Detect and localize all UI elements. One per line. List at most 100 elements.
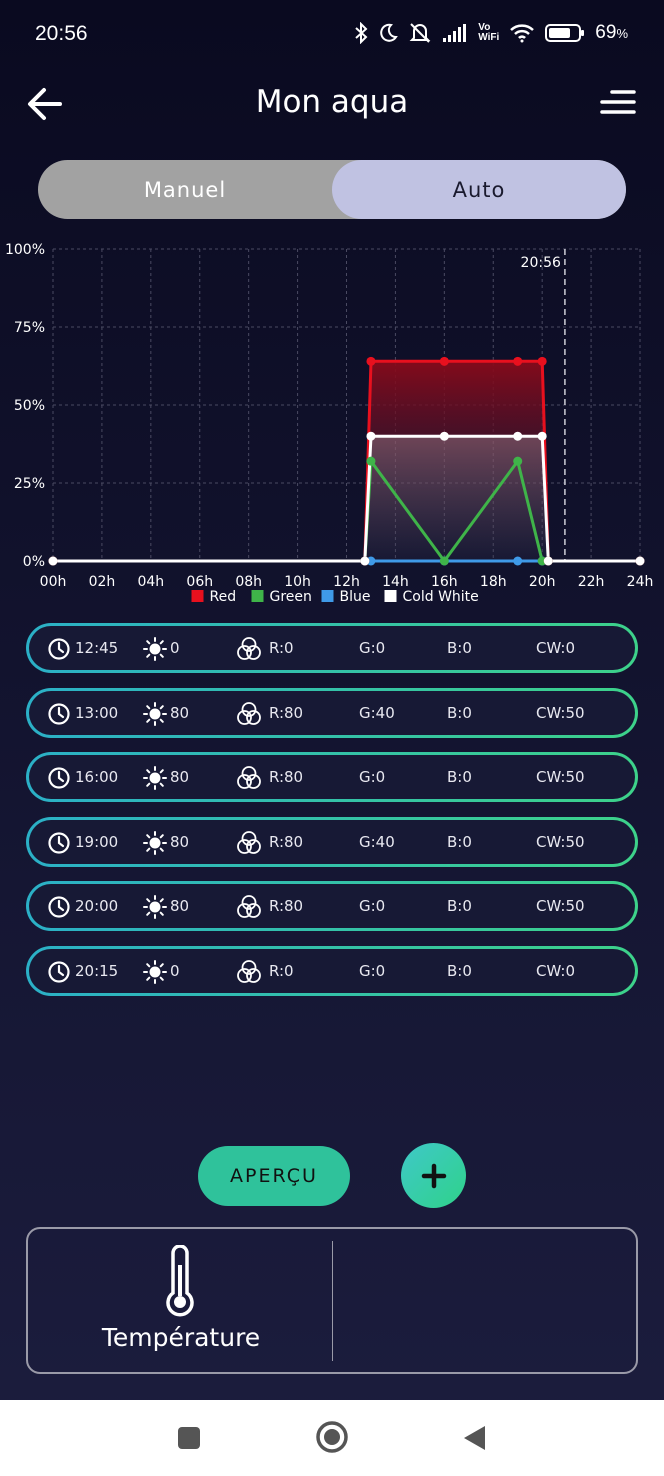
- temperature-label[interactable]: Température: [101, 1323, 261, 1352]
- chart-svg: 00h 02h 04h 06h 08h 10h 12h 14h 16h 18h 20h 22h 24h 1…: [5, 242, 653, 605]
- legend-label-cold-white: Cold White: [403, 589, 479, 605]
- clock-icon: [47, 831, 71, 859]
- rgb-channels-icon: [236, 894, 262, 924]
- schedule-brightness: 0: [170, 639, 180, 657]
- status-time: 20:56: [35, 22, 88, 45]
- moon-icon: [380, 23, 399, 42]
- schedule-green: G:0: [359, 768, 386, 787]
- data-point-green: [439, 556, 449, 566]
- vowifi-top: Vo: [478, 22, 491, 33]
- battery-level: 69%: [595, 22, 628, 44]
- status-icons: Vo WiFi 69%: [354, 22, 628, 44]
- schedule-brightness: 80: [170, 768, 190, 787]
- schedule-brightness: 0: [170, 961, 180, 980]
- data-point-red: [537, 356, 547, 366]
- rgb-channels-icon: [236, 830, 262, 860]
- schedule-row[interactable]: 16:00 80 R:80 G:0 B:0 CW:50: [26, 752, 638, 802]
- wifi-icon: [510, 24, 535, 43]
- schedule-brightness: 80: [170, 897, 190, 916]
- apercu-button[interactable]: APERÇU: [198, 1146, 350, 1206]
- square-icon: [178, 1427, 200, 1449]
- bluetooth-icon: [355, 22, 368, 44]
- y-tick-label: 100%: [5, 242, 45, 258]
- data-point-red: [366, 356, 376, 366]
- schedule-row[interactable]: 12:45 0 R:0 G:0 B:0 CW:0: [26, 623, 638, 673]
- muted-bell-icon: [409, 23, 431, 43]
- nav-back-button[interactable]: [462, 1424, 486, 1456]
- schedule-row[interactable]: 20:00 80 R:80 G:0 B:0 CW:50: [26, 881, 638, 931]
- mode-toggle: Manuel Auto: [38, 160, 626, 219]
- data-point-cold-white: [366, 431, 376, 441]
- x-tick-label: 22h: [578, 574, 605, 590]
- schedule-cold-white: CW:50: [536, 768, 585, 787]
- vowifi-icon: Vo WiFi: [478, 23, 499, 43]
- schedule-list: 12:45 0 R:0 G:0 B:0 CW:0 13:00 80 R:80 G:40 B:0 CW:…: [26, 623, 638, 1011]
- x-tick-label: 06h: [186, 574, 213, 590]
- x-tick-label: 18h: [480, 574, 507, 590]
- schedule-cold-white: CW:50: [536, 832, 585, 851]
- rgb-channels-icon: [236, 765, 262, 795]
- rgb-channels-icon: [236, 701, 262, 731]
- schedule-blue: B:0: [447, 639, 472, 657]
- schedule-time: 20:15: [75, 961, 119, 980]
- add-step-button[interactable]: [401, 1143, 466, 1208]
- sensor-divider: [332, 1241, 333, 1361]
- x-tick-label: 20h: [529, 574, 556, 590]
- schedule-row[interactable]: 19:00 80 R:80 G:40 B:0 CW:50: [26, 817, 638, 867]
- data-point-cold-white: [543, 556, 553, 566]
- x-tick-label: 12h: [333, 574, 360, 590]
- schedule-cold-white: CW:50: [536, 703, 585, 722]
- data-point-cold-white: [537, 431, 547, 441]
- plus-icon: [421, 1163, 446, 1188]
- menu-lines-icon: [600, 90, 636, 114]
- data-point-green: [513, 456, 523, 466]
- schedule-green: G:0: [359, 639, 386, 657]
- page-title: Mon aqua: [255, 84, 409, 120]
- schedule-red: R:0: [269, 639, 294, 657]
- legend-label-green: Green: [270, 589, 312, 605]
- schedule-row[interactable]: 13:00 80 R:80 G:40 B:0 CW:50: [26, 688, 638, 738]
- schedule-time: 20:00: [75, 897, 119, 916]
- mode-auto-button[interactable]: Auto: [332, 160, 626, 219]
- data-point-cold-white: [635, 556, 645, 566]
- mode-manual-button[interactable]: Manuel: [143, 177, 227, 202]
- schedule-blue: B:0: [447, 703, 472, 722]
- y-tick-label: 75%: [14, 320, 45, 336]
- menu-button[interactable]: [600, 88, 638, 120]
- data-point-cold-white: [48, 556, 58, 566]
- arrow-left-icon: [28, 88, 62, 120]
- thermometer-icon: [161, 1244, 199, 1321]
- rgb-channels-icon: [236, 636, 262, 666]
- clock-icon: [47, 895, 71, 923]
- brightness-icon: [143, 701, 167, 730]
- recents-button[interactable]: [177, 1426, 201, 1454]
- schedule-red: R:80: [269, 897, 304, 916]
- schedule-row[interactable]: 20:15 0 R:0 G:0 B:0 CW:0: [26, 946, 638, 996]
- x-tick-label: 16h: [431, 574, 458, 590]
- schedule-green: G:0: [359, 897, 386, 916]
- legend-swatch-cold-white: [384, 590, 397, 602]
- x-tick-label: 04h: [137, 574, 164, 590]
- brightness-icon: [143, 895, 167, 923]
- status-bar: 20:56 Vo WiFi 69%: [0, 0, 664, 70]
- legend-swatch-green: [251, 590, 264, 602]
- schedule-cold-white: CW:0: [536, 639, 576, 657]
- legend-label-blue: Blue: [340, 589, 371, 605]
- clock-icon: [47, 960, 71, 988]
- x-tick-label: 02h: [89, 574, 116, 590]
- signal-icon: [443, 24, 467, 42]
- rgb-channels-icon: [236, 959, 262, 989]
- schedule-brightness: 80: [170, 832, 190, 851]
- legend-swatch-blue: [321, 590, 334, 602]
- clock-icon: [47, 637, 71, 665]
- schedule-time: 19:00: [75, 832, 119, 851]
- clock-icon: [47, 766, 71, 794]
- data-point-blue: [513, 556, 523, 566]
- series-line-green: [53, 459, 640, 563]
- data-point-cold-white: [439, 431, 449, 441]
- home-button[interactable]: [315, 1420, 349, 1458]
- light-schedule-chart: 00h 02h 04h 06h 08h 10h 12h 14h 16h 18h 20h 22h 24h 1…: [0, 235, 664, 615]
- back-button[interactable]: [26, 84, 66, 124]
- y-tick-label: 50%: [14, 398, 45, 414]
- triangle-back-icon: [464, 1426, 485, 1450]
